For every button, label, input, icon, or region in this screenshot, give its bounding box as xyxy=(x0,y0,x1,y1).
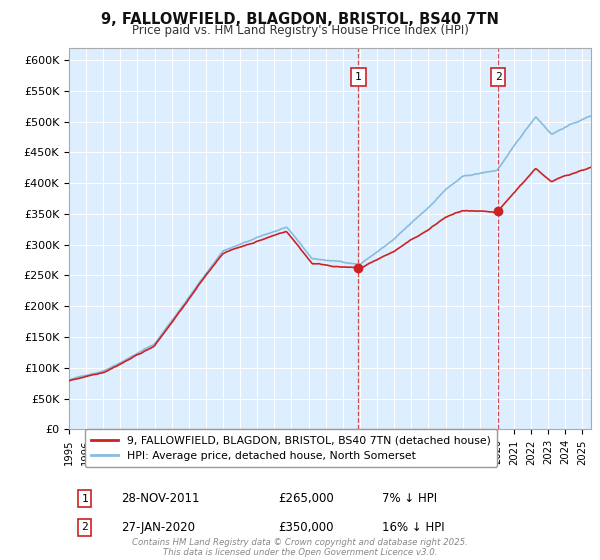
Text: 2: 2 xyxy=(81,522,88,533)
Text: 7% ↓ HPI: 7% ↓ HPI xyxy=(382,492,437,505)
Text: £350,000: £350,000 xyxy=(278,521,334,534)
Text: Price paid vs. HM Land Registry's House Price Index (HPI): Price paid vs. HM Land Registry's House … xyxy=(131,24,469,36)
Legend: 9, FALLOWFIELD, BLAGDON, BRISTOL, BS40 7TN (detached house), HPI: Average price,: 9, FALLOWFIELD, BLAGDON, BRISTOL, BS40 7… xyxy=(85,429,497,468)
Text: 27-JAN-2020: 27-JAN-2020 xyxy=(121,521,195,534)
Text: £265,000: £265,000 xyxy=(278,492,334,505)
Text: 1: 1 xyxy=(81,494,88,503)
Text: 2: 2 xyxy=(494,72,502,82)
Text: 28-NOV-2011: 28-NOV-2011 xyxy=(121,492,200,505)
Text: 1: 1 xyxy=(355,72,362,82)
Text: Contains HM Land Registry data © Crown copyright and database right 2025.
This d: Contains HM Land Registry data © Crown c… xyxy=(132,538,468,557)
Text: 16% ↓ HPI: 16% ↓ HPI xyxy=(382,521,445,534)
Text: 9, FALLOWFIELD, BLAGDON, BRISTOL, BS40 7TN: 9, FALLOWFIELD, BLAGDON, BRISTOL, BS40 7… xyxy=(101,12,499,27)
